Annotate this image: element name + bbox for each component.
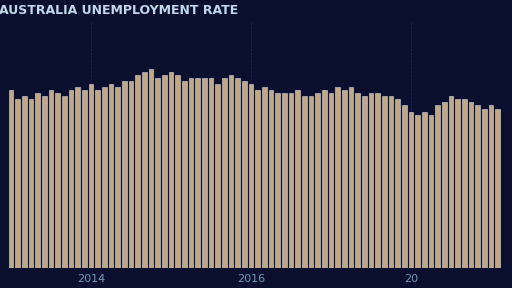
Bar bbox=[42, 96, 47, 268]
Bar bbox=[35, 93, 40, 268]
Bar bbox=[162, 75, 166, 268]
Bar bbox=[409, 111, 413, 268]
Bar bbox=[389, 96, 393, 268]
Bar bbox=[482, 109, 487, 268]
Bar bbox=[289, 93, 293, 268]
Bar bbox=[262, 87, 267, 268]
Bar bbox=[349, 87, 353, 268]
Bar bbox=[202, 78, 207, 268]
Bar bbox=[229, 75, 233, 268]
Bar bbox=[135, 75, 140, 268]
Bar bbox=[95, 90, 100, 268]
Bar bbox=[496, 109, 500, 268]
Bar bbox=[282, 93, 287, 268]
Bar bbox=[155, 78, 160, 268]
Bar bbox=[329, 93, 333, 268]
Bar bbox=[422, 111, 427, 268]
Bar bbox=[75, 87, 80, 268]
Bar bbox=[82, 90, 87, 268]
Bar bbox=[275, 93, 280, 268]
Bar bbox=[15, 99, 20, 268]
Bar bbox=[415, 115, 420, 268]
Bar bbox=[489, 105, 494, 268]
Bar bbox=[122, 81, 126, 268]
Bar bbox=[309, 96, 313, 268]
Bar bbox=[175, 75, 180, 268]
Bar bbox=[29, 99, 33, 268]
Bar bbox=[195, 78, 200, 268]
Bar bbox=[362, 96, 367, 268]
Bar bbox=[395, 99, 400, 268]
Bar bbox=[375, 93, 380, 268]
Bar bbox=[295, 90, 300, 268]
Bar bbox=[449, 96, 454, 268]
Bar bbox=[109, 84, 113, 268]
Bar bbox=[249, 84, 253, 268]
Bar bbox=[442, 102, 447, 268]
Bar bbox=[315, 93, 320, 268]
Bar bbox=[342, 90, 347, 268]
Bar bbox=[115, 87, 120, 268]
Bar bbox=[222, 78, 227, 268]
Bar bbox=[188, 78, 194, 268]
Bar bbox=[335, 87, 340, 268]
Bar bbox=[255, 90, 260, 268]
Bar bbox=[469, 102, 474, 268]
Bar bbox=[429, 115, 434, 268]
Bar bbox=[62, 96, 67, 268]
Bar bbox=[69, 90, 73, 268]
Bar bbox=[129, 81, 133, 268]
Bar bbox=[49, 90, 53, 268]
Bar bbox=[269, 90, 273, 268]
Bar bbox=[456, 99, 460, 268]
Text: AUSTRALIA UNEMPLOYMENT RATE: AUSTRALIA UNEMPLOYMENT RATE bbox=[0, 4, 239, 17]
Bar bbox=[142, 72, 146, 268]
Bar bbox=[302, 96, 307, 268]
Bar bbox=[216, 84, 220, 268]
Bar bbox=[476, 105, 480, 268]
Bar bbox=[242, 81, 247, 268]
Bar bbox=[355, 93, 360, 268]
Bar bbox=[208, 78, 214, 268]
Bar bbox=[382, 96, 387, 268]
Bar bbox=[435, 105, 440, 268]
Bar bbox=[236, 78, 240, 268]
Bar bbox=[168, 72, 173, 268]
Bar bbox=[22, 96, 27, 268]
Bar bbox=[148, 69, 153, 268]
Bar bbox=[402, 105, 407, 268]
Bar bbox=[89, 84, 93, 268]
Bar bbox=[9, 90, 13, 268]
Bar bbox=[182, 81, 186, 268]
Bar bbox=[55, 93, 60, 268]
Bar bbox=[369, 93, 373, 268]
Bar bbox=[322, 90, 327, 268]
Bar bbox=[462, 99, 467, 268]
Bar bbox=[102, 87, 106, 268]
